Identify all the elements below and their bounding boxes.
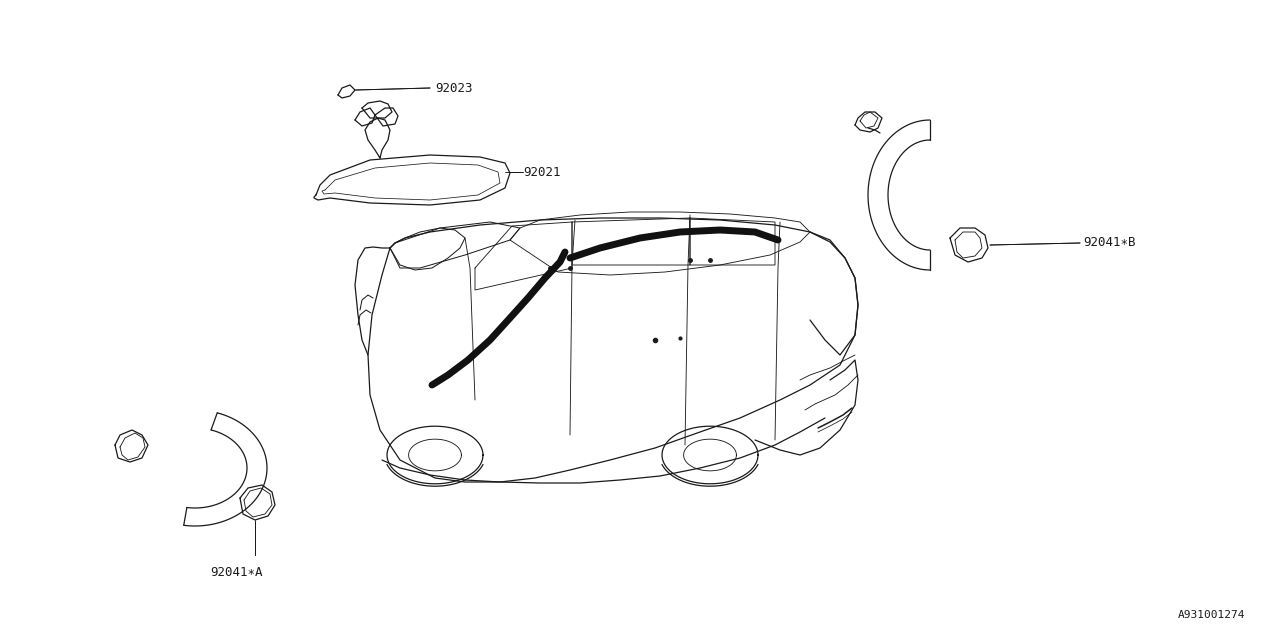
Text: 92021: 92021 [524,166,561,179]
Text: 92023: 92023 [435,81,472,95]
Text: A931001274: A931001274 [1178,610,1245,620]
Text: 92041∗B: 92041∗B [1083,237,1135,250]
Text: 92041∗A: 92041∗A [210,566,262,579]
